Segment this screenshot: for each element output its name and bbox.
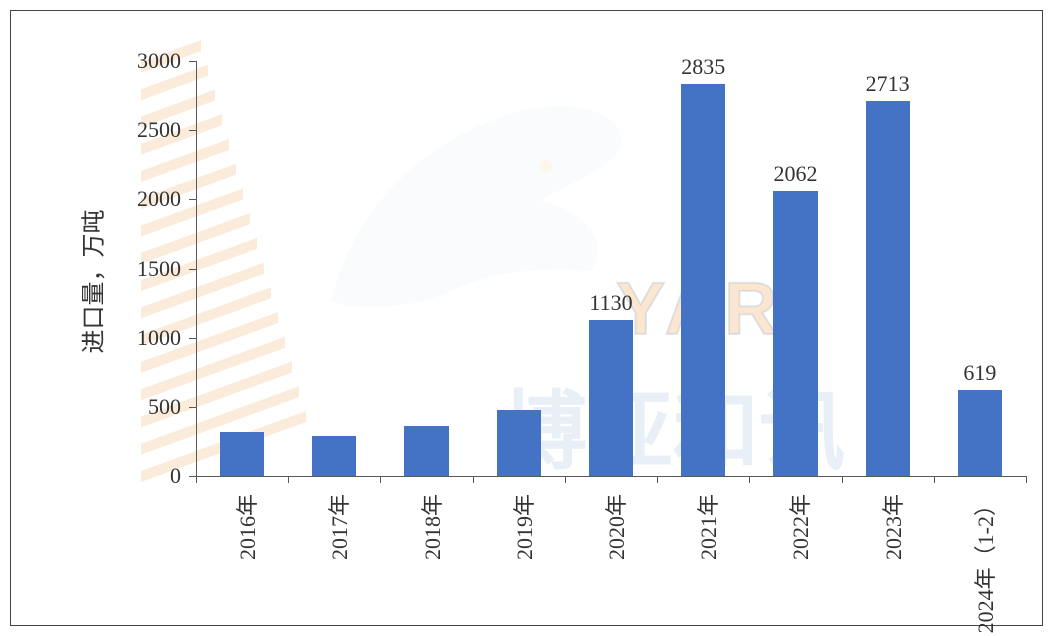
plot-area: 1130283520622713619 (196, 61, 1026, 476)
bar-value-label: 2835 (681, 54, 725, 80)
bar (497, 410, 541, 476)
x-tick-mark (473, 476, 474, 483)
x-tick-label: 2017年 (322, 494, 354, 560)
y-axis-line (196, 61, 197, 476)
y-tick-label: 500 (121, 394, 181, 420)
x-tick-label: 2021年 (691, 494, 723, 560)
y-tick-mark (189, 407, 196, 408)
x-tick-mark (749, 476, 750, 483)
y-tick-label: 1500 (121, 256, 181, 282)
x-tick-label: 2022年 (783, 494, 815, 560)
x-tick-label: 2016年 (230, 494, 262, 560)
y-axis-title: 进口量，万吨 (74, 194, 109, 354)
x-tick-label: 2018年 (415, 494, 447, 560)
bar-value-label: 1130 (589, 290, 632, 316)
y-tick-mark (189, 199, 196, 200)
bar (866, 101, 910, 476)
y-tick-label: 3000 (121, 48, 181, 74)
x-axis-line (196, 476, 1026, 477)
x-tick-mark (196, 476, 197, 483)
x-tick-label: 2019年 (507, 494, 539, 560)
y-tick-mark (189, 269, 196, 270)
bar (404, 426, 448, 476)
y-tick-mark (189, 130, 196, 131)
x-tick-mark (934, 476, 935, 483)
bar (773, 191, 817, 476)
x-tick-label: 2024年（1-2） (968, 494, 1000, 633)
x-tick-mark (380, 476, 381, 483)
y-tick-mark (189, 338, 196, 339)
x-tick-mark (657, 476, 658, 483)
y-tick-label: 2000 (121, 186, 181, 212)
y-tick-label: 2500 (121, 117, 181, 143)
bar (589, 320, 633, 476)
bar-value-label: 2062 (773, 161, 817, 187)
x-tick-mark (565, 476, 566, 483)
x-tick-mark (842, 476, 843, 483)
bar (958, 390, 1002, 476)
y-tick-label: 0 (121, 463, 181, 489)
bar-value-label: 2713 (866, 71, 910, 97)
bar-value-label: 619 (963, 360, 996, 386)
x-tick-label: 2020年 (599, 494, 631, 560)
y-tick-label: 1000 (121, 325, 181, 351)
x-tick-label: 2023年 (876, 494, 908, 560)
chart-container: YAR 博亚和讯 进口量，万吨 050010001500200025003000… (31, 31, 1044, 627)
x-tick-mark (288, 476, 289, 483)
bar (681, 84, 725, 476)
x-tick-mark (1026, 476, 1027, 483)
chart-frame: YAR 博亚和讯 进口量，万吨 050010001500200025003000… (10, 10, 1043, 626)
bar (220, 432, 264, 476)
y-tick-mark (189, 61, 196, 62)
bar (312, 436, 356, 476)
y-tick-mark (189, 476, 196, 477)
